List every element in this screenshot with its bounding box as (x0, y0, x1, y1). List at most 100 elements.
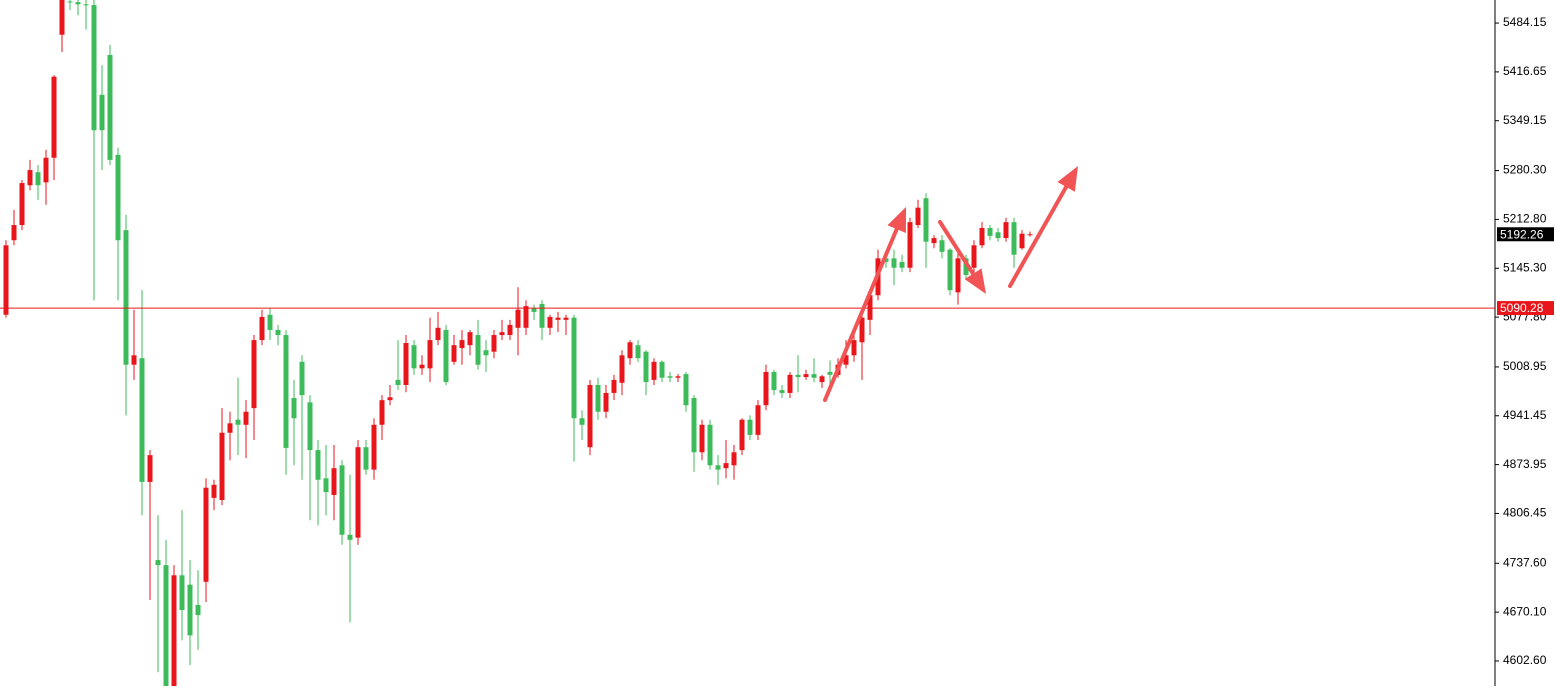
candle-body (859, 317, 865, 343)
candle-body (331, 468, 337, 495)
candle-body (891, 258, 897, 268)
candle-body (307, 402, 313, 451)
annotation-arrow (938, 220, 986, 294)
candle-body (475, 335, 481, 365)
candle-body (275, 329, 281, 336)
candle-body (523, 306, 529, 328)
candle-body (59, 0, 65, 35)
candle-body (827, 371, 833, 375)
y-tick-label: 4737.60 (1503, 555, 1547, 569)
candle-body (259, 316, 265, 341)
candle-body (611, 379, 617, 393)
candle-body (579, 418, 585, 425)
candle-body (35, 172, 41, 186)
candle-body (707, 424, 713, 466)
y-tick-label: 5008.95 (1503, 359, 1547, 373)
candle-body (211, 484, 217, 498)
candle-body (339, 465, 345, 535)
candle-body (347, 534, 353, 540)
candle-body (723, 463, 729, 469)
candle-body (539, 303, 545, 328)
candle-body (459, 340, 465, 349)
candle-body (563, 317, 569, 320)
candle-body (483, 350, 489, 356)
y-tick-label: 5212.80 (1503, 212, 1547, 226)
candle-body (411, 345, 417, 369)
candle-body (291, 397, 297, 419)
candle-body (643, 351, 649, 383)
candle-body (931, 238, 937, 244)
candle-body (235, 419, 241, 425)
candle-body (451, 345, 457, 362)
candle-body (363, 447, 369, 470)
candle-body (659, 361, 665, 378)
candle-body (635, 345, 641, 359)
candle-body (603, 392, 609, 412)
candle-body (227, 423, 233, 433)
arrow-head (964, 268, 986, 294)
arrow-shaft (938, 220, 976, 276)
candle-body (43, 157, 49, 183)
candle-body (1019, 233, 1025, 249)
candle-body (675, 376, 681, 378)
candle-body (907, 222, 913, 268)
candle-body (491, 335, 497, 352)
candle-body (963, 258, 969, 275)
candle-body (91, 5, 97, 131)
candle-body (555, 317, 561, 320)
candle-body (27, 170, 33, 186)
candle-body (651, 361, 657, 380)
candle-body (139, 358, 145, 482)
candle-body (115, 154, 121, 241)
candle-body (923, 198, 929, 242)
candle-body (515, 309, 521, 328)
candle-body (739, 419, 745, 451)
candle-body (715, 465, 721, 470)
y-tick-label: 5280.30 (1503, 163, 1547, 177)
last-price-label: 5192.26 (1500, 227, 1544, 241)
candle-body (803, 374, 809, 378)
y-tick-label: 5416.65 (1503, 64, 1547, 78)
candle-body (939, 240, 945, 252)
candle-body (251, 340, 257, 409)
candle-body (787, 374, 793, 393)
y-tick-label: 4602.60 (1503, 653, 1547, 667)
candle-body (979, 227, 985, 246)
candle-body (403, 343, 409, 385)
candle-body (995, 232, 1001, 239)
candle-body (747, 419, 753, 435)
candle-body (883, 258, 889, 262)
last-price-box (1497, 227, 1554, 242)
candle-body (691, 397, 697, 453)
arrow-head (1057, 166, 1078, 192)
candle-body (811, 374, 817, 378)
candle-body (419, 364, 425, 369)
candle-body (379, 400, 385, 425)
candle-body (843, 355, 849, 365)
candle-body (323, 478, 329, 493)
candle-body (203, 487, 209, 582)
candle-body (1011, 222, 1017, 255)
candle-body (427, 340, 433, 369)
candle-body (619, 355, 625, 383)
candle-body (299, 361, 305, 396)
candle-body (171, 575, 177, 686)
candle-body (467, 332, 473, 346)
annotation-arrow (823, 207, 906, 402)
candle-body (283, 335, 289, 448)
candle-body (731, 452, 737, 466)
candle-body (1003, 222, 1009, 239)
candle-body (867, 295, 873, 320)
arrow-shaft (1008, 184, 1069, 288)
candle-body (667, 376, 673, 378)
level-label-box (1497, 301, 1554, 316)
candle-body (11, 225, 17, 241)
candle-body (187, 584, 193, 636)
candle-body (147, 455, 153, 482)
candle-body (947, 249, 953, 291)
candle-body (107, 54, 113, 160)
candle-body (395, 379, 401, 385)
y-tick-label: 4670.10 (1503, 604, 1547, 618)
y-tick-label: 4873.95 (1503, 457, 1547, 471)
candle-body (195, 604, 201, 616)
